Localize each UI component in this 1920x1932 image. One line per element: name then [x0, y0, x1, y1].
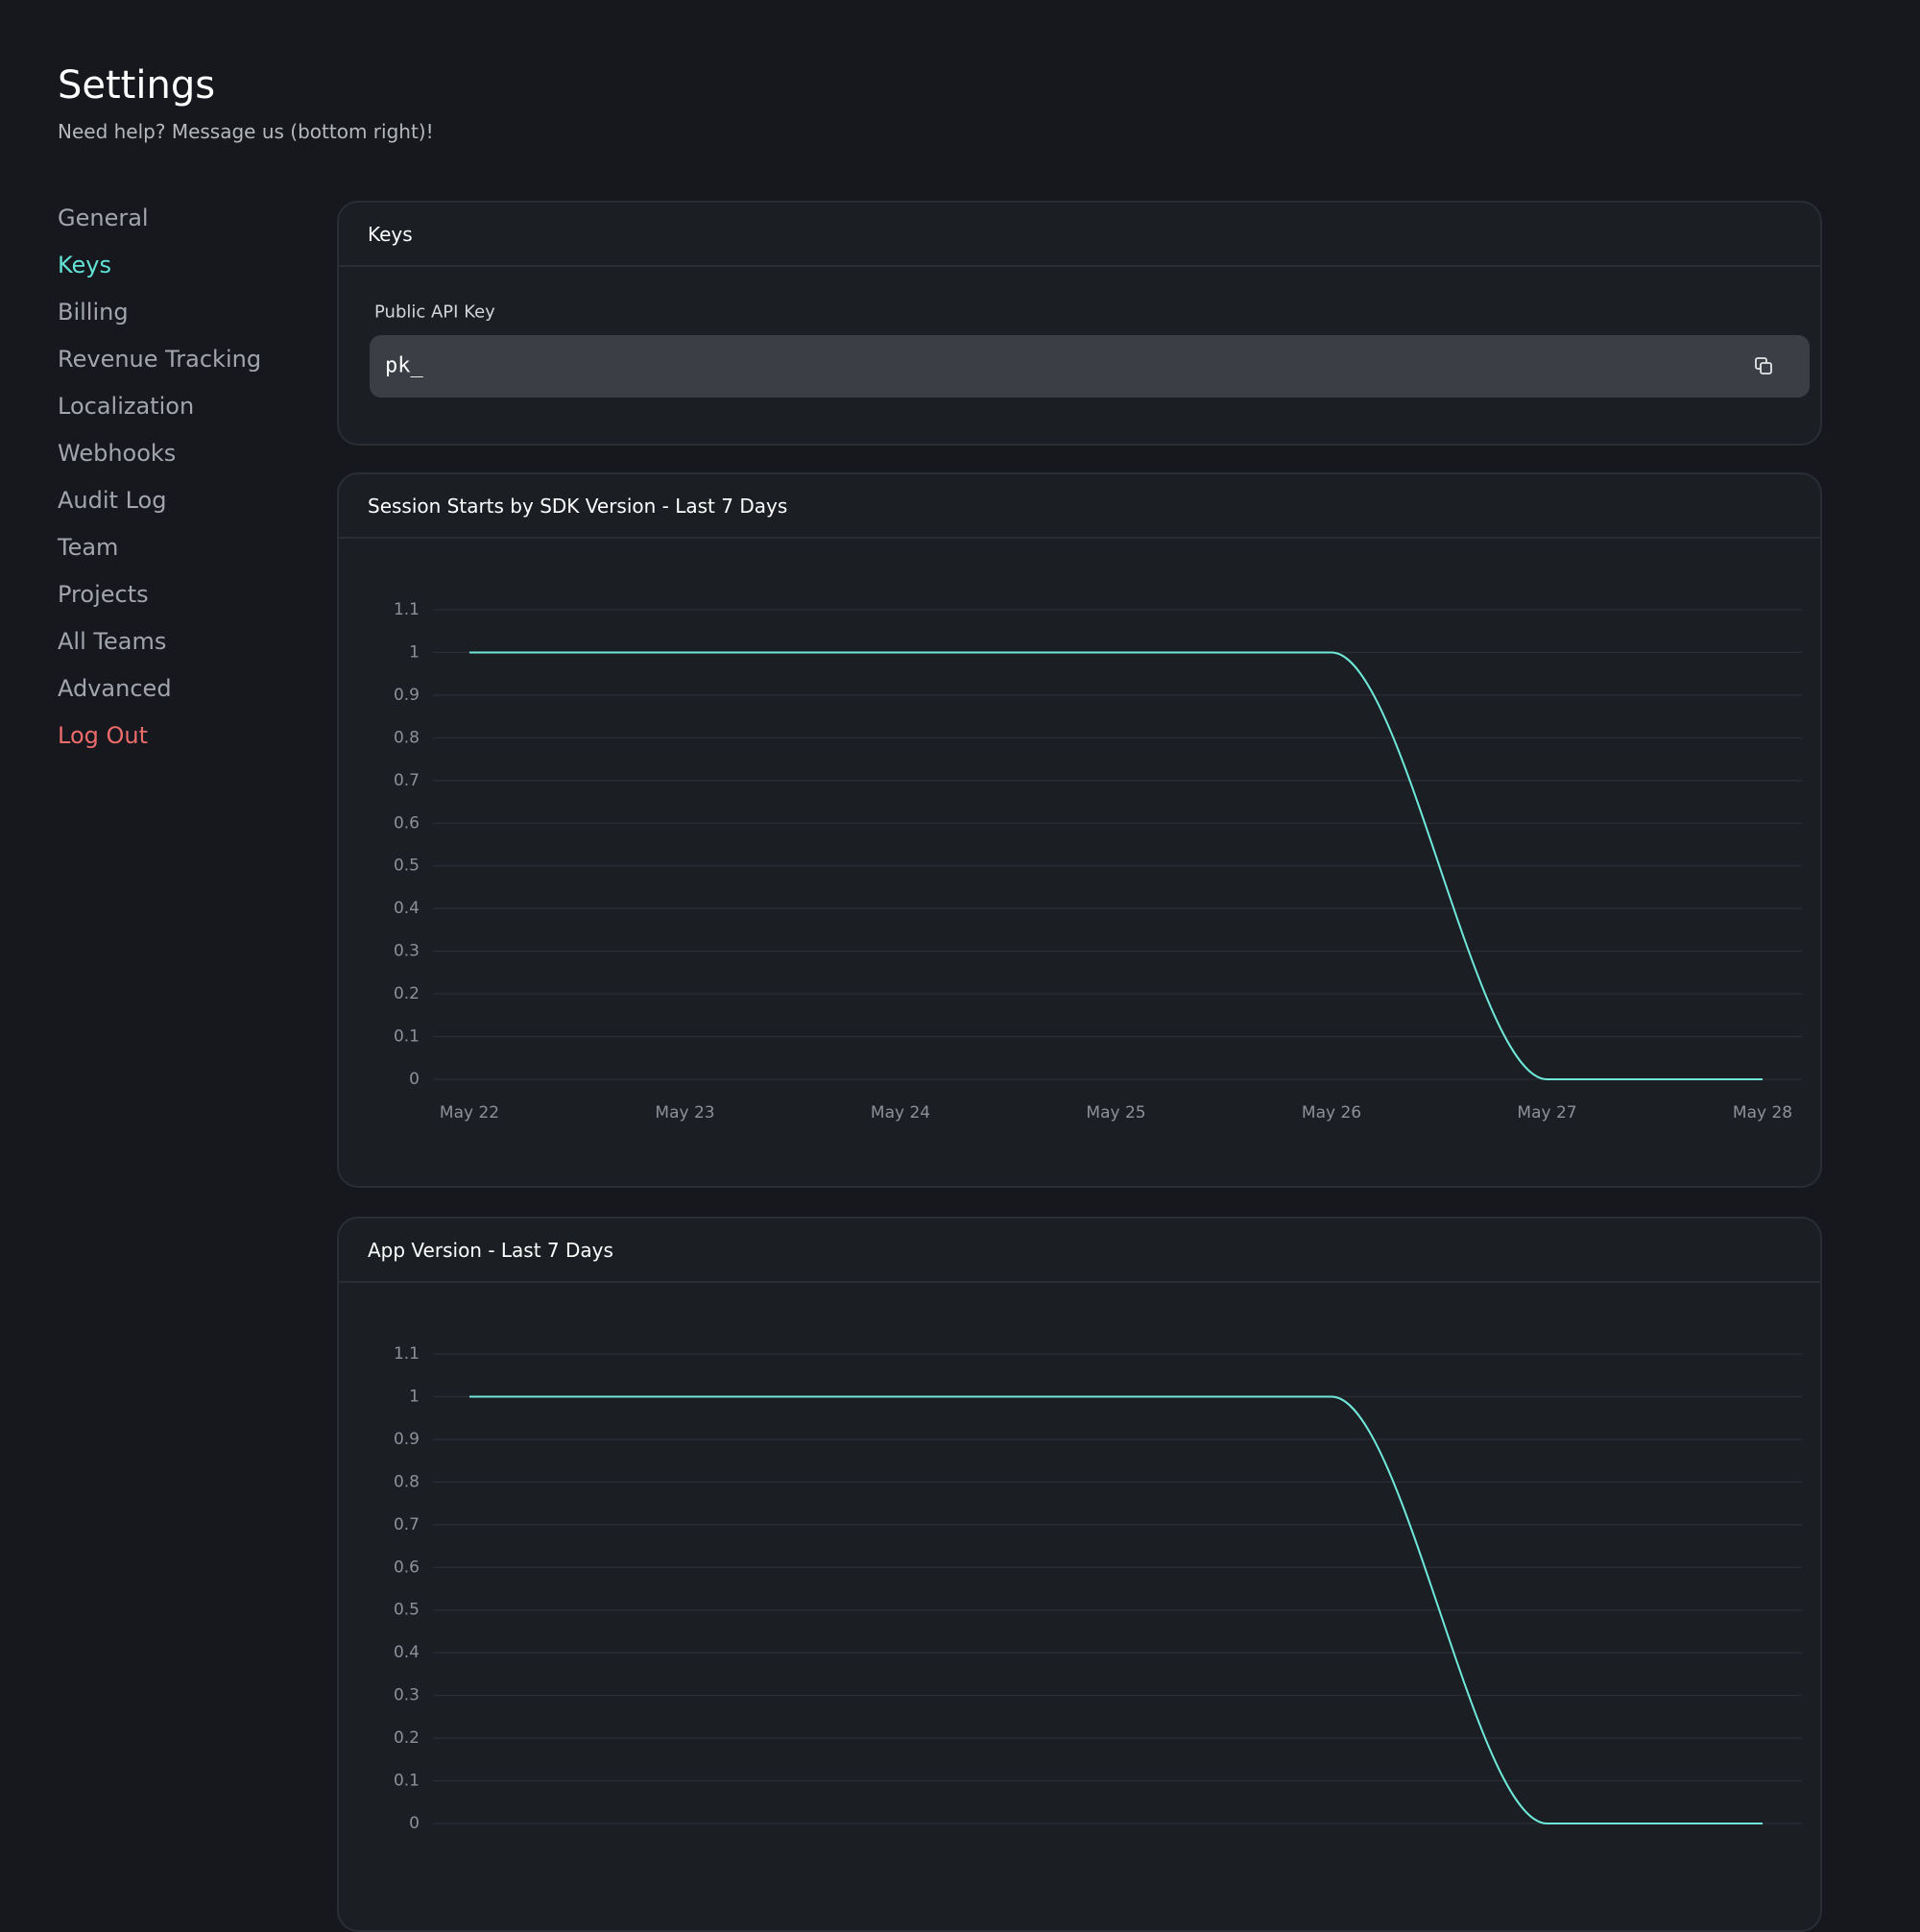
- panel-header: App Version - Last 7 Days: [339, 1219, 1820, 1283]
- keys-panel: Keys Public API Key pk_: [337, 201, 1822, 446]
- y-tick-label: 0.5: [394, 857, 420, 876]
- x-tick-label: May 26: [1302, 1103, 1361, 1123]
- nav-item[interactable]: Localization: [58, 393, 195, 420]
- page: Settings Need help? Message us (bottom r…: [58, 63, 1822, 1932]
- y-tick-label: 0.5: [394, 1601, 420, 1620]
- x-tick-label: May 23: [655, 1103, 714, 1123]
- y-tick-label: 0.6: [394, 813, 420, 833]
- nav-item[interactable]: Projects: [58, 581, 149, 608]
- chart-title: Session Starts by SDK Version - Last 7 D…: [368, 495, 788, 518]
- x-tick-label: May 28: [1733, 1103, 1792, 1123]
- y-tick-label: 0: [409, 1070, 420, 1089]
- data-line: [469, 651, 1763, 1081]
- page-subtitle: Need help? Message us (bottom right)!: [58, 120, 434, 143]
- chart: 0 0.1 0.2 0.3 0.4 0.5 0.6 0.7 0.8 0.9 1 1.1: [394, 1344, 1802, 1833]
- y-tick-label: 0.9: [394, 1430, 420, 1449]
- chart-panel: App Version - Last 7 Days 0 0.1 0.2 0.3 0.4 0.…: [337, 1217, 1822, 1932]
- chart: 0 0.1 0.2 0.3 0.4 0.5 0.6 0.7 0.8 0.9 1 1.1 May 22 Ma…: [394, 600, 1802, 1123]
- y-tick-label: 0: [409, 1814, 420, 1833]
- page-title: Settings: [58, 63, 216, 108]
- chart-title: App Version - Last 7 Days: [368, 1239, 613, 1262]
- panel-title: Keys: [368, 223, 413, 246]
- y-tick-label: 0.1: [394, 1027, 420, 1047]
- y-tick-label: 0.8: [394, 728, 420, 747]
- chart-panel: Session Starts by SDK Version - Last 7 D…: [337, 472, 1822, 1188]
- y-tick-label: 1.1: [394, 600, 420, 619]
- y-tick-label: 0.6: [394, 1558, 420, 1577]
- panel-header: Keys: [339, 203, 1820, 267]
- nav-item[interactable]: All Teams: [58, 628, 167, 655]
- x-tick-label: May 25: [1086, 1103, 1145, 1123]
- nav-item[interactable]: Audit Log: [58, 487, 167, 514]
- y-tick-label: 0.7: [394, 771, 420, 790]
- y-tick-label: 1.1: [394, 1344, 420, 1364]
- nav-item[interactable]: Webhooks: [58, 440, 177, 467]
- y-tick-label: 0.9: [394, 686, 420, 705]
- nav-item[interactable]: Revenue Tracking: [58, 346, 262, 373]
- nav-item[interactable]: Advanced: [58, 675, 172, 702]
- y-tick-label: 1: [409, 1387, 420, 1406]
- y-tick-label: 0.2: [394, 984, 420, 1003]
- y-tick-label: 0.7: [394, 1515, 420, 1534]
- y-tick-label: 0.8: [394, 1472, 420, 1491]
- field-label: Public API Key: [374, 302, 495, 323]
- nav-item[interactable]: General: [58, 205, 149, 231]
- y-tick-label: 0.4: [394, 899, 420, 918]
- y-tick-label: 1: [409, 642, 420, 662]
- panel-header: Session Starts by SDK Version - Last 7 D…: [339, 474, 1820, 539]
- key-field[interactable]: pk_: [370, 335, 1810, 398]
- y-tick-label: 0.2: [394, 1728, 420, 1748]
- y-tick-label: 0.3: [394, 942, 420, 961]
- x-tick-label: May 22: [440, 1103, 499, 1123]
- y-tick-label: 0.1: [394, 1772, 420, 1791]
- nav-item[interactable]: Team: [58, 534, 119, 561]
- nav-item[interactable]: Log Out: [58, 722, 149, 749]
- nav-item[interactable]: Billing: [58, 299, 129, 326]
- y-tick-label: 0.3: [394, 1686, 420, 1705]
- copy-button[interactable]: [1754, 356, 1775, 377]
- x-tick-label: May 27: [1517, 1103, 1576, 1123]
- key-value: pk_: [385, 353, 423, 378]
- x-tick-label: May 24: [871, 1103, 930, 1123]
- y-tick-label: 0.4: [394, 1643, 420, 1662]
- nav-item[interactable]: Keys: [58, 252, 112, 278]
